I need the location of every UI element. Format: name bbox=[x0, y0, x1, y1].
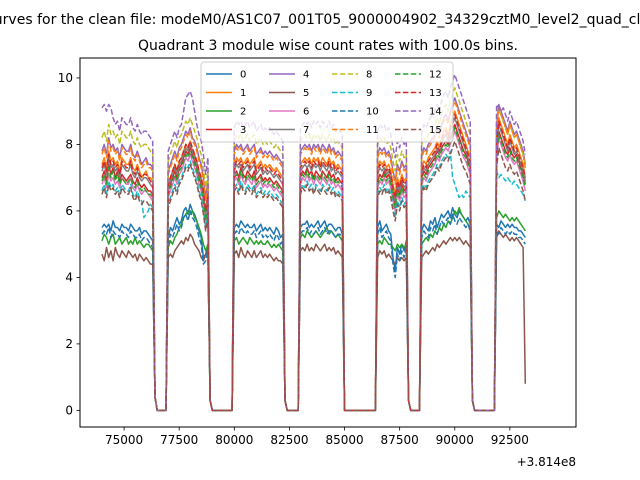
legend-label: 12 bbox=[429, 70, 442, 81]
legend-label: 13 bbox=[429, 88, 442, 99]
y-axis: 0 2 4 6 8 10 bbox=[58, 71, 80, 417]
legend-label: 10 bbox=[366, 107, 379, 118]
series-line-12 bbox=[101, 127, 527, 412]
legend-label: 3 bbox=[240, 125, 246, 136]
x-tick-label: 80000 bbox=[215, 433, 253, 447]
x-tick-label: 90000 bbox=[436, 433, 474, 447]
series-line-15 bbox=[101, 140, 527, 412]
x-tick-label: 77500 bbox=[160, 433, 198, 447]
x-axis-offset-label: +3.814e8 bbox=[517, 455, 576, 469]
series-line-11 bbox=[101, 100, 527, 412]
series-line-13 bbox=[101, 113, 527, 412]
legend-label: 6 bbox=[303, 107, 309, 118]
series-line-7 bbox=[101, 117, 527, 412]
figure-suptitle: Light curves for the clean file: modeM0/… bbox=[0, 12, 640, 28]
x-tick-label: 82500 bbox=[270, 433, 308, 447]
legend-frame bbox=[200, 61, 454, 143]
series-line-9 bbox=[101, 150, 527, 412]
chart-title: Quadrant 3 module wise count rates with … bbox=[138, 38, 518, 54]
x-tick-label: 87500 bbox=[381, 433, 419, 447]
x-tick-label: 92500 bbox=[491, 433, 529, 447]
y-tick-label: 2 bbox=[65, 337, 73, 351]
series-line-5 bbox=[101, 230, 527, 412]
legend-label: 11 bbox=[366, 125, 379, 136]
legend-label: 5 bbox=[303, 88, 309, 99]
y-tick-label: 8 bbox=[65, 137, 73, 151]
x-tick-label: 75000 bbox=[105, 433, 143, 447]
plot-area: 75000 77500 80000 82500 85000 87500 90000 92500… bbox=[58, 57, 577, 469]
series-line-8 bbox=[101, 87, 527, 412]
series-line-3 bbox=[101, 123, 527, 412]
y-tick-label: 0 bbox=[65, 403, 73, 417]
y-tick-label: 6 bbox=[65, 204, 73, 218]
legend-label: 1 bbox=[240, 88, 246, 99]
y-tick-label: 4 bbox=[65, 270, 73, 284]
series-line-4 bbox=[101, 97, 527, 412]
legend-label: 0 bbox=[240, 70, 246, 81]
x-axis: 75000 77500 80000 82500 85000 87500 90000 92500 bbox=[105, 427, 529, 447]
y-tick-label: 10 bbox=[58, 71, 73, 85]
legend-label: 7 bbox=[303, 125, 309, 136]
legend-label: 9 bbox=[366, 88, 372, 99]
series-line-6 bbox=[101, 130, 527, 412]
series-line-0 bbox=[101, 203, 526, 412]
legend-label: 15 bbox=[429, 125, 442, 136]
x-tick-label: 85000 bbox=[325, 433, 363, 447]
series-line-10 bbox=[101, 210, 526, 412]
legend-label: 14 bbox=[429, 107, 442, 118]
legend-label: 2 bbox=[240, 107, 246, 118]
legend-label: 8 bbox=[366, 70, 372, 81]
legend-label: 4 bbox=[303, 70, 309, 81]
axes-frame bbox=[79, 57, 577, 428]
